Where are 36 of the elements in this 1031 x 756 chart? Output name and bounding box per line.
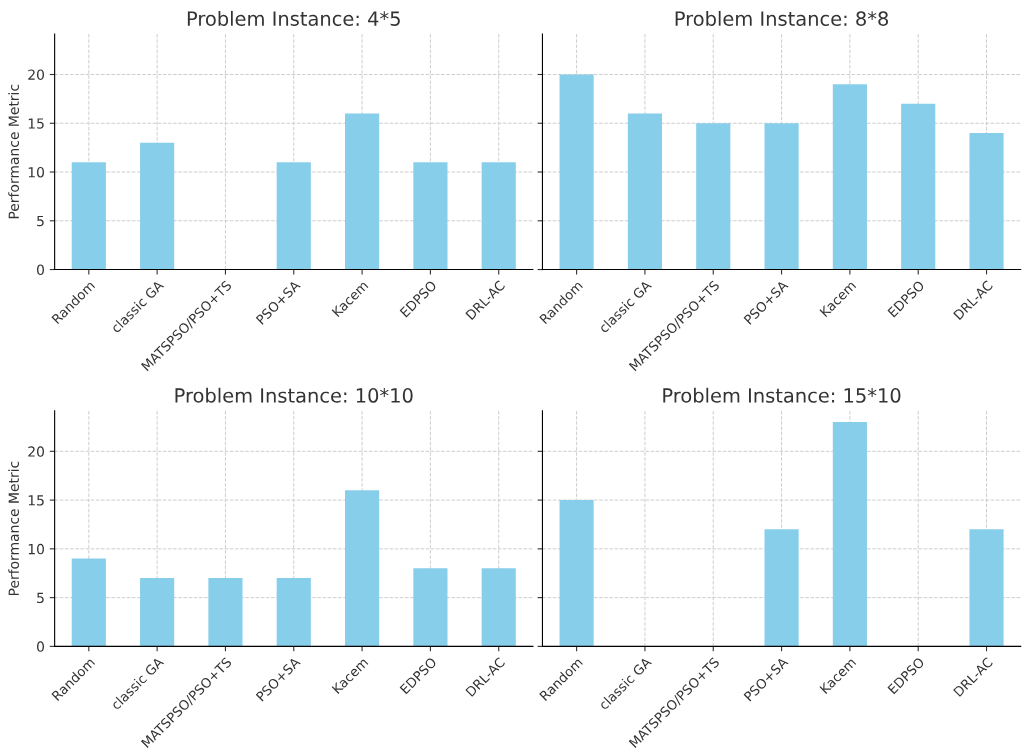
- chart-title: Problem Instance: 4*5: [187, 10, 400, 26]
- y-axis-title: Performance Metric: [8, 84, 19, 219]
- y-tick-label: 20: [28, 446, 44, 457]
- bar: [140, 142, 175, 270]
- bar: [832, 84, 867, 270]
- bar: [71, 558, 106, 647]
- bar: [345, 490, 380, 647]
- y-tick-label: 15: [28, 495, 44, 506]
- bar: [481, 162, 516, 270]
- bar: [276, 578, 311, 647]
- bar: [969, 133, 1004, 270]
- y-axis-title: Performance Metric: [8, 461, 19, 596]
- bar: [413, 568, 448, 647]
- chart-title: Problem Instance: 15*10: [663, 387, 901, 403]
- bar: [901, 103, 936, 270]
- bar: [764, 123, 799, 270]
- bar: [559, 74, 594, 270]
- bar: [276, 162, 311, 270]
- y-tick-label: 5: [37, 592, 44, 604]
- bar: [413, 162, 448, 270]
- chart-title: Problem Instance: 8*8: [675, 10, 889, 26]
- y-tick-label: 15: [28, 118, 44, 129]
- y-tick-label: 0: [37, 264, 44, 276]
- y-tick-label: 10: [28, 543, 44, 555]
- y-tick-label: 0: [37, 641, 44, 652]
- bar: [208, 578, 243, 647]
- y-tick-label: 5: [37, 215, 44, 227]
- bar: [345, 113, 380, 270]
- bar: [696, 123, 731, 270]
- chart-title: Problem Instance: 10*10: [175, 387, 413, 403]
- y-tick-label: 10: [28, 166, 44, 178]
- bar: [481, 568, 516, 647]
- bar: [71, 162, 106, 270]
- y-tick-label: 20: [28, 69, 44, 80]
- bar: [627, 113, 663, 270]
- bar: [140, 578, 175, 647]
